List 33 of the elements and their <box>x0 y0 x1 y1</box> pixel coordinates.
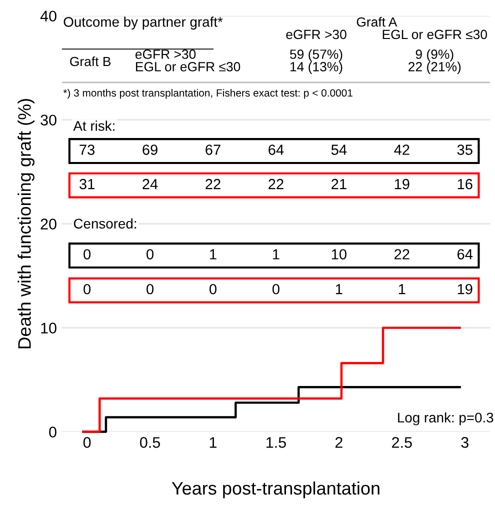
annotation: 9 (9%) <box>416 49 454 62</box>
x-tick-label: 2 <box>335 437 342 448</box>
annotation: eGFR >30 <box>286 30 346 40</box>
y-tick-label: 0 <box>49 426 56 438</box>
y-axis-title: Death with functioning graft (%) <box>18 98 34 348</box>
annotation: At risk: <box>73 120 114 131</box>
x-tick-label: 1.5 <box>266 437 286 448</box>
annotation: Graft B <box>70 56 111 66</box>
text: 31 24 22 22 21 19 16 <box>80 178 472 190</box>
annotation: eGFR >30 <box>135 50 196 59</box>
annotation: 22 (21%) <box>408 62 461 74</box>
y-tick-label: 10 <box>41 322 56 334</box>
text: 0 0 0 0 1 1 19 <box>84 284 472 294</box>
x-tick-label: 1 <box>210 437 216 448</box>
x-axis-title: Years post-transplantation <box>172 481 380 498</box>
annotation: EGL or eGFR ≤30 <box>382 30 487 40</box>
x-tick-label: 2.5 <box>392 437 412 448</box>
annotation: *) 3 months post transplantation, Fishers exact test: p < 0.0001 <box>63 88 352 99</box>
annotation: EGL or eGFR ≤30 <box>136 62 240 72</box>
annotation: Censored: <box>74 218 136 229</box>
annotation: Graft A <box>356 16 398 27</box>
annotation: 14 (13%) <box>290 62 342 74</box>
y-tick-label: 30 <box>40 114 56 126</box>
y-tick-label: 40 <box>40 10 56 22</box>
x-tick-label: 0.5 <box>140 437 160 448</box>
text: 73 69 67 64 54 42 35 <box>80 144 472 155</box>
x-tick-label: 0 <box>83 437 91 448</box>
annotation: 59 (57%) <box>290 49 342 62</box>
text: 0 0 1 1 10 22 64 <box>84 249 473 260</box>
x-tick-label: 3 <box>461 437 468 448</box>
annotation: Log rank: p=0.3 <box>398 412 494 426</box>
annotation: Outcome by partner graft* <box>64 16 223 30</box>
y-tick-label: 20 <box>40 218 56 230</box>
